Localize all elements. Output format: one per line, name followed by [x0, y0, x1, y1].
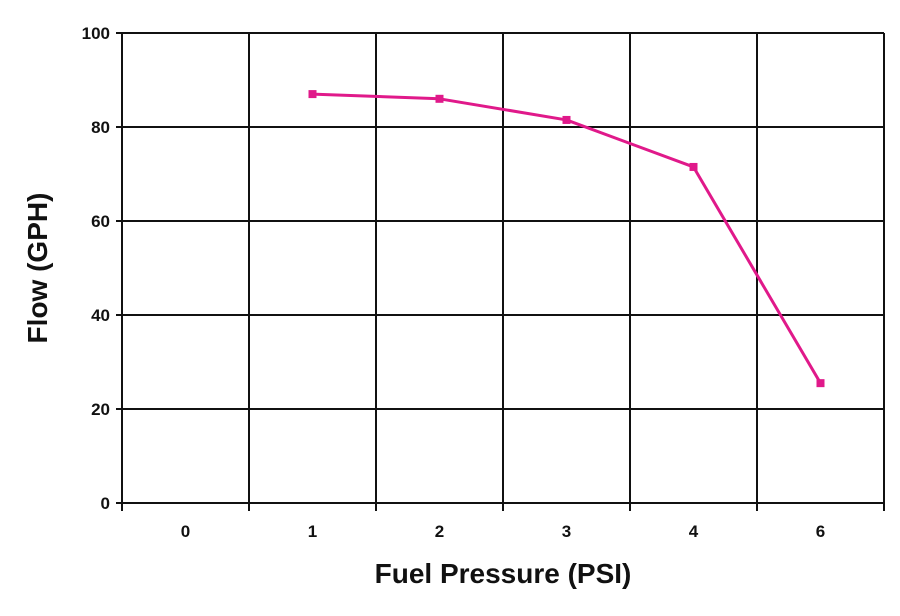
x-tick-label: 6 [816, 522, 825, 541]
x-axis-ticks: 0 1 2 3 4 6 [121, 503, 885, 541]
data-point [308, 90, 317, 99]
data-point [435, 94, 444, 103]
x-tick-label: 4 [689, 522, 699, 541]
y-axis-title: Flow (GPH) [22, 193, 53, 344]
series-group [308, 90, 825, 388]
series-line [312, 92, 822, 384]
y-tick-label: 60 [91, 212, 110, 231]
x-tick-label: 1 [308, 522, 317, 541]
data-point [562, 115, 571, 124]
y-tick-label: 0 [101, 494, 110, 513]
y-axis-ticks: 0 20 40 60 80 100 [82, 24, 122, 513]
x-axis-title: Fuel Pressure (PSI) [375, 558, 632, 589]
x-tick-label: 0 [181, 522, 190, 541]
y-tick-label: 80 [91, 118, 110, 137]
y-tick-label: 20 [91, 400, 110, 419]
y-tick-label: 100 [82, 24, 110, 43]
grid-lines [121, 32, 885, 504]
data-point [689, 162, 698, 171]
data-point [816, 379, 825, 388]
y-tick-label: 40 [91, 306, 110, 325]
x-tick-label: 2 [435, 522, 444, 541]
x-tick-label: 3 [562, 522, 571, 541]
